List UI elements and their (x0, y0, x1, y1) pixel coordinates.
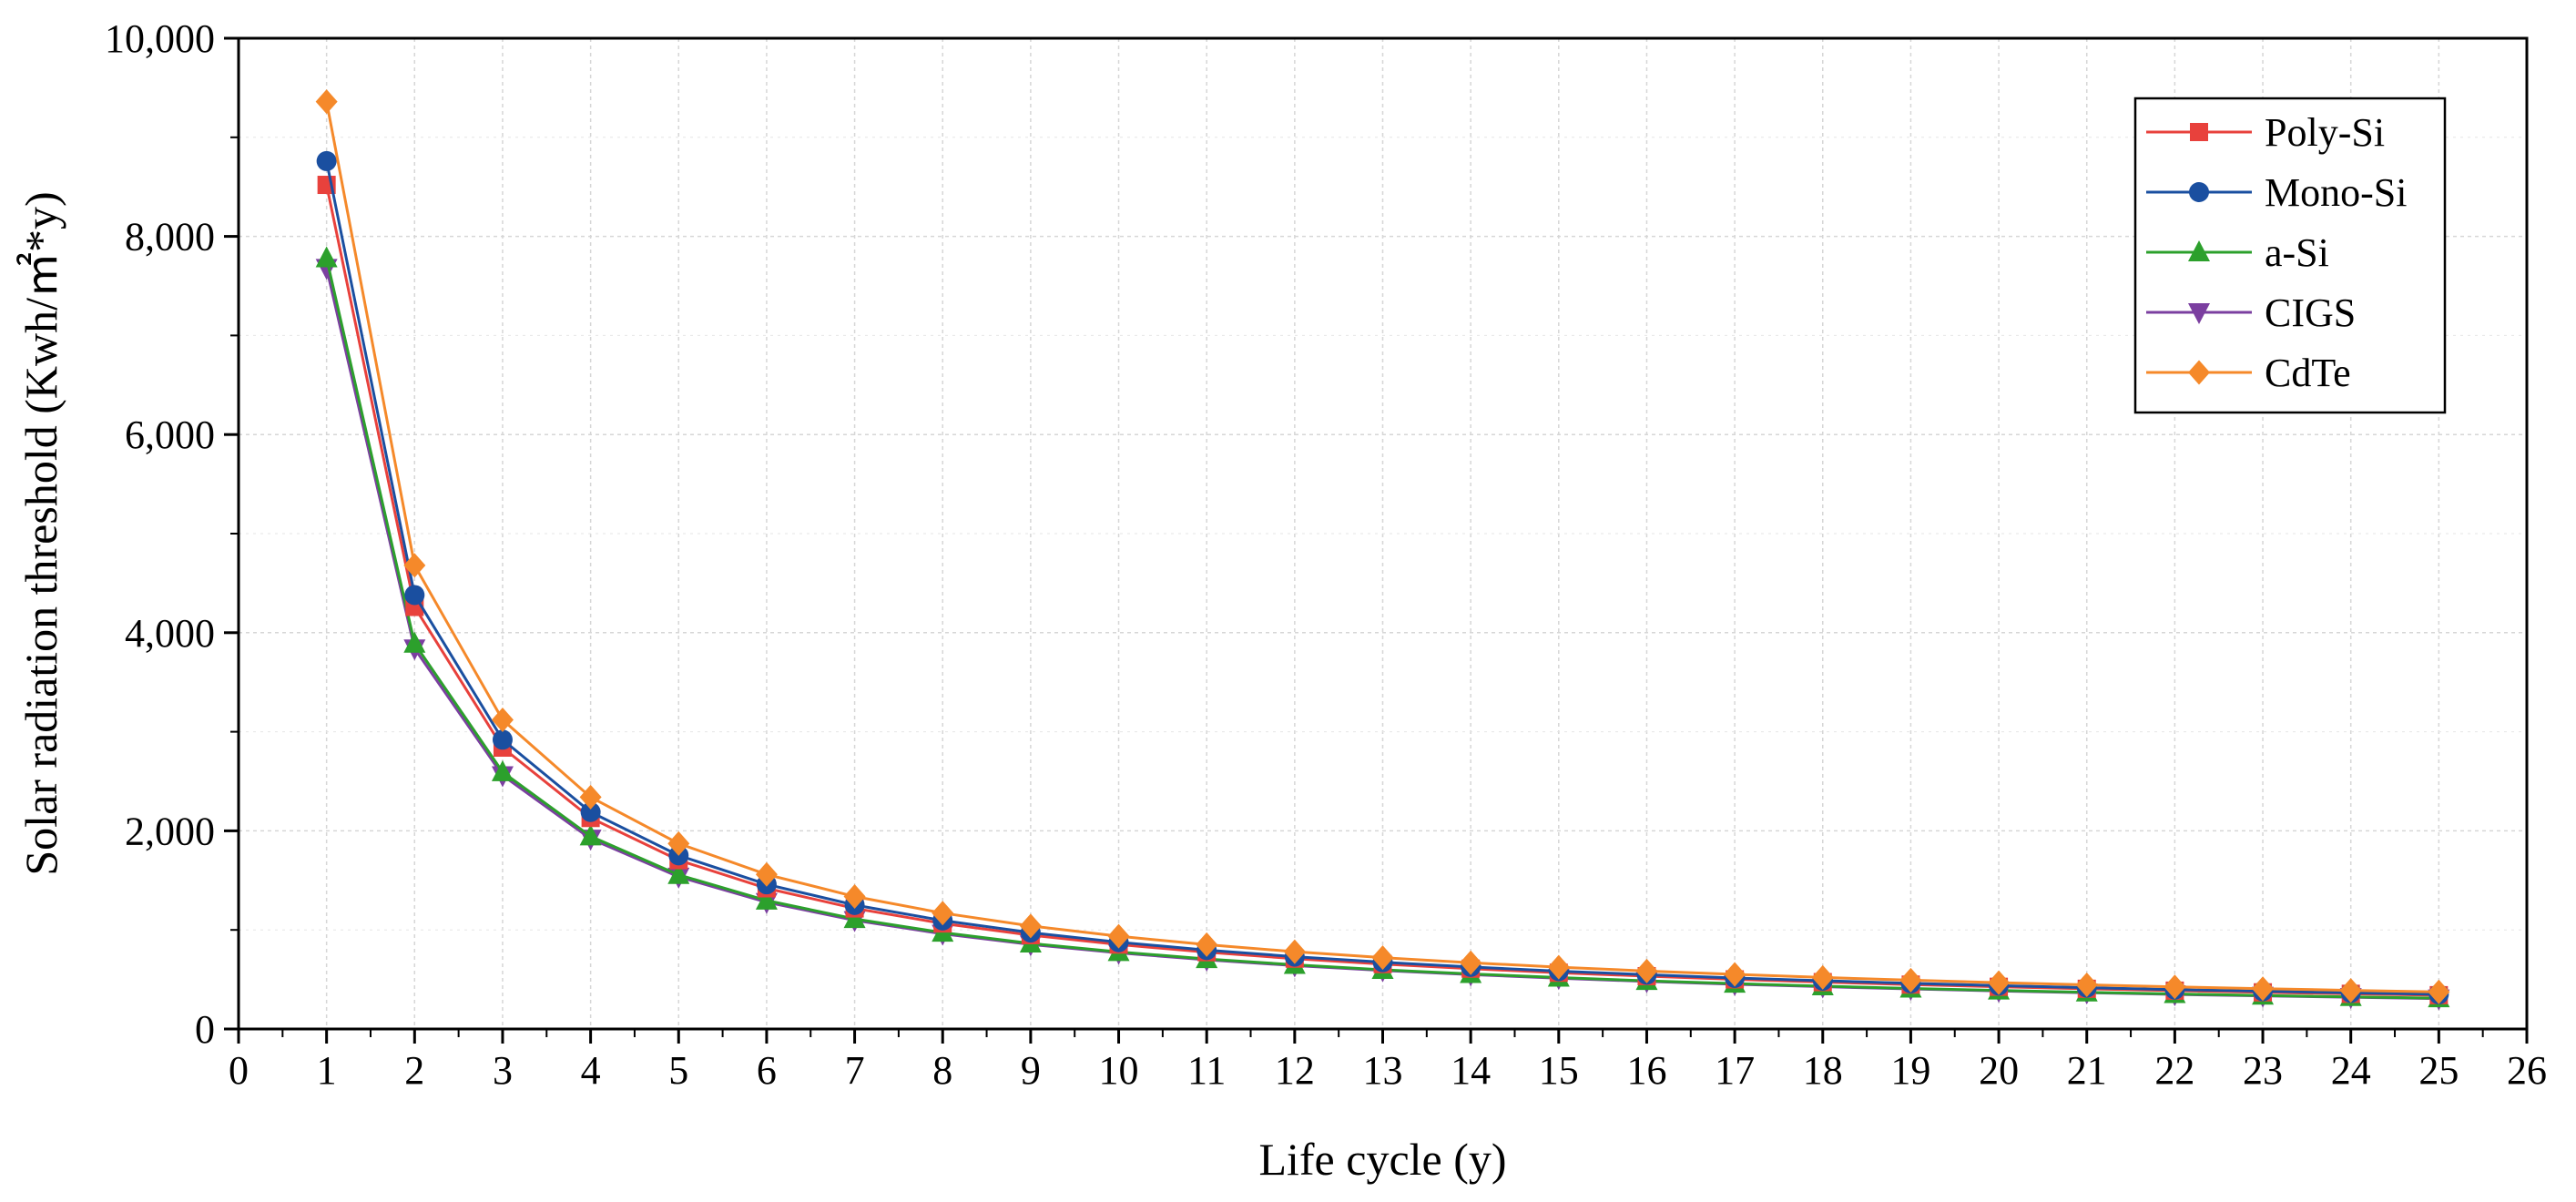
data-point (315, 246, 338, 268)
data-point (843, 884, 866, 910)
data-point (403, 631, 426, 653)
legend-marker-icon (2188, 360, 2210, 385)
x-tick-label: 14 (1451, 1048, 1491, 1093)
series-cdte (315, 89, 2450, 1004)
y-tick-label: 8,000 (125, 215, 215, 260)
data-point (1019, 913, 1042, 939)
data-point (1724, 962, 1746, 987)
series-poly-si (317, 176, 2449, 1004)
x-tick-label: 11 (1187, 1048, 1226, 1093)
data-point (1811, 964, 1834, 990)
y-tick-label: 2,000 (125, 809, 215, 853)
data-point (2164, 974, 2186, 1000)
data-point (316, 150, 337, 171)
data-point (755, 861, 778, 887)
legend-label: a-Si (2265, 230, 2329, 275)
x-tick-label: 1 (317, 1048, 337, 1093)
legend-box (2133, 97, 2447, 414)
x-tick-label: 0 (229, 1048, 249, 1093)
legend-label: CdTe (2265, 351, 2351, 395)
legend-item: Poly-Si (2146, 110, 2385, 155)
x-tick-label: 7 (845, 1048, 865, 1093)
x-tick-label: 13 (1363, 1048, 1403, 1093)
y-axis-title: Solar radiation threshold (Kwh/㎡*y) (15, 191, 66, 875)
data-point (491, 708, 514, 733)
x-tick-label: 16 (1626, 1048, 1666, 1093)
series-group (315, 89, 2450, 1011)
x-tick-label: 24 (2331, 1048, 2371, 1093)
data-point (1460, 950, 1482, 975)
legend-label: Mono-Si (2265, 170, 2407, 215)
data-point (843, 907, 866, 929)
y-tick-label: 4,000 (125, 611, 215, 656)
x-tick-label: 12 (1275, 1048, 1315, 1093)
data-point (2075, 972, 2098, 997)
data-point (579, 824, 602, 846)
data-point (404, 585, 425, 606)
data-point (1107, 923, 1130, 949)
y-tick-label: 10,000 (105, 16, 215, 61)
data-point (315, 89, 338, 115)
series-cigs (315, 259, 2450, 1011)
data-point (1371, 945, 1394, 971)
data-point (492, 729, 513, 750)
y-tick-label: 0 (195, 1007, 215, 1052)
legend-label: CIGS (2265, 290, 2356, 335)
x-tick-label: 25 (2418, 1048, 2459, 1093)
data-point (403, 553, 426, 578)
x-tick-label: 17 (1715, 1048, 1755, 1093)
data-point (1283, 939, 1306, 964)
data-point (2339, 978, 2362, 1003)
legend-marker-icon (2188, 303, 2210, 324)
legend-item: Mono-Si (2146, 170, 2407, 215)
data-point (491, 759, 514, 781)
x-tick-label: 19 (1890, 1048, 1930, 1093)
legend-marker-icon (2190, 123, 2208, 141)
x-tick-label: 2 (404, 1048, 424, 1093)
data-point (932, 901, 954, 926)
data-point (579, 784, 602, 810)
x-tick-label: 4 (581, 1048, 601, 1093)
legend-item: CIGS (2146, 290, 2356, 335)
legend-marker-icon (2189, 182, 2209, 202)
x-tick-label: 20 (1979, 1048, 2019, 1093)
x-tick-label: 10 (1099, 1048, 1139, 1093)
legend-label: Poly-Si (2265, 110, 2385, 155)
legend-item: a-Si (2146, 230, 2329, 275)
x-tick-label: 8 (932, 1048, 952, 1093)
data-point (1899, 967, 1922, 993)
data-point (1196, 932, 1218, 957)
x-tick-label: 6 (757, 1048, 777, 1093)
x-tick-label: 23 (2243, 1048, 2283, 1093)
series-line (325, 184, 2439, 997)
legend-marker-icon (2188, 240, 2210, 261)
x-tick-label: 3 (493, 1048, 513, 1093)
data-point (1635, 958, 1658, 983)
x-tick-label: 21 (2067, 1048, 2107, 1093)
data-point (2252, 976, 2275, 1002)
x-tick-label: 18 (1803, 1048, 1843, 1093)
axis-ticks: 0 1 2 3 4 5 6 7 8 9 10 11 12 13 14 15 16 17 18 19 20 21 22 23 24… (105, 16, 2547, 1093)
x-tick-label: 15 (1539, 1048, 1579, 1093)
x-tick-label: 22 (2154, 1048, 2194, 1093)
data-point (580, 801, 601, 822)
data-point (2428, 979, 2450, 1004)
data-point (1988, 970, 2011, 995)
legend-item: CdTe (2146, 351, 2351, 395)
y-tick-label: 6,000 (125, 413, 215, 457)
x-tick-label: 26 (2507, 1048, 2547, 1093)
x-axis-title: Life cycle (y) (1258, 1134, 1506, 1185)
data-point (667, 862, 690, 884)
x-tick-label: 5 (668, 1048, 688, 1093)
data-point (755, 888, 778, 910)
legend: Poly-Si Mono-Si a-Si CIGS CdTe (2133, 97, 2447, 414)
x-tick-label: 9 (1021, 1048, 1041, 1093)
data-point (667, 830, 690, 856)
data-point (1547, 954, 1570, 980)
